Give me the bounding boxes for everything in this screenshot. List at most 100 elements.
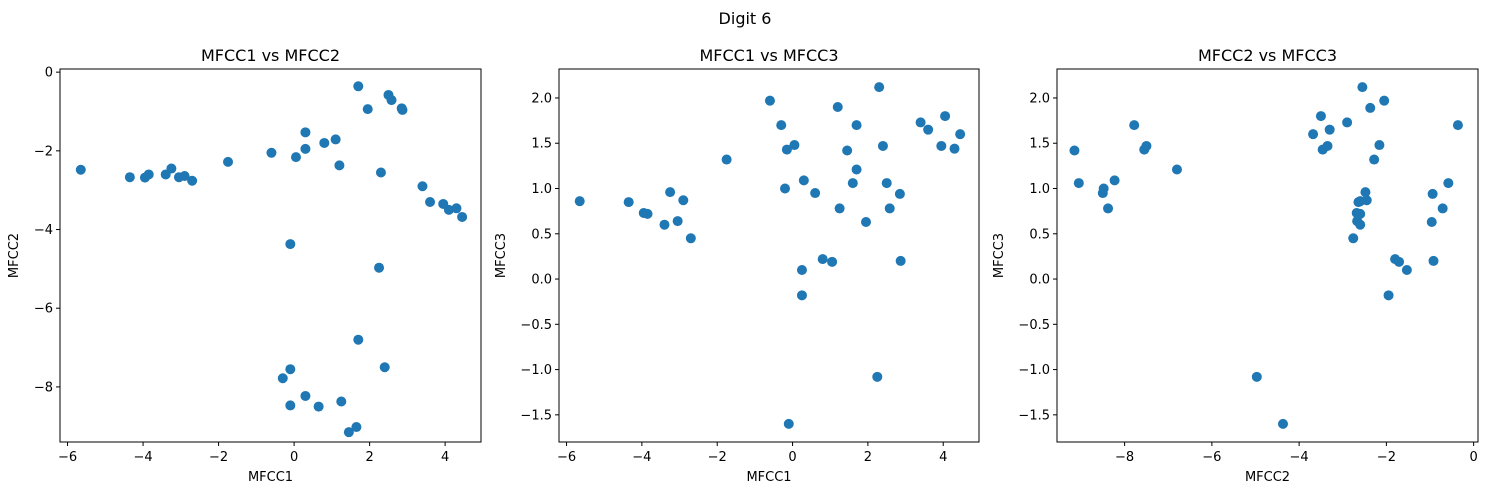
data-point xyxy=(955,129,966,140)
data-point xyxy=(313,401,324,412)
y-tick-label: 0 xyxy=(45,66,53,81)
data-point xyxy=(851,120,862,131)
subplot-3: MFCC2 vs MFCC3 −8 −6 −4 −2 0 −1.5 −1.0 −0.5 0.0 0.… xyxy=(992,46,1479,485)
data-point xyxy=(379,362,390,373)
data-point xyxy=(124,172,135,183)
data-point xyxy=(721,154,732,165)
data-point xyxy=(827,256,838,267)
data-point xyxy=(851,164,862,175)
x-tick-label: −2 xyxy=(708,450,727,465)
data-point xyxy=(457,211,468,222)
data-point xyxy=(386,95,397,106)
data-point xyxy=(1394,256,1405,267)
data-point xyxy=(336,396,347,407)
data-point xyxy=(884,203,895,214)
data-point xyxy=(665,187,676,198)
data-point xyxy=(1342,117,1353,128)
data-point xyxy=(425,196,436,207)
y-axis-label: MFCC3 xyxy=(992,233,1007,278)
x-tick-label: −8 xyxy=(1115,450,1134,465)
data-point xyxy=(1401,264,1412,275)
x-tick-label: 0 xyxy=(788,450,796,465)
data-point xyxy=(1103,203,1114,214)
data-point xyxy=(796,290,807,301)
data-point xyxy=(334,160,345,171)
y-tick-label: −1.5 xyxy=(1018,408,1050,423)
x-axis-label: MFCC1 xyxy=(746,470,791,485)
scatter-points xyxy=(75,81,468,438)
y-tick-label: −0.5 xyxy=(520,318,552,333)
data-point xyxy=(375,167,386,178)
data-point xyxy=(374,262,385,273)
data-point xyxy=(1437,203,1448,214)
x-tick-label: −6 xyxy=(1202,450,1221,465)
data-point xyxy=(443,204,454,215)
data-point xyxy=(1355,208,1366,219)
data-point xyxy=(300,390,311,401)
data-point xyxy=(1383,290,1394,301)
y-tick-label: −1.0 xyxy=(520,363,552,378)
data-point xyxy=(1379,95,1390,106)
data-point xyxy=(949,143,960,154)
y-tick-label: −2 xyxy=(34,144,53,159)
data-point xyxy=(417,181,428,192)
data-point xyxy=(285,239,296,250)
data-point xyxy=(894,188,905,199)
data-point xyxy=(330,134,341,145)
data-point xyxy=(343,427,354,438)
data-point xyxy=(895,255,906,266)
data-point xyxy=(353,81,364,92)
data-point xyxy=(817,254,828,265)
x-tick-label: −4 xyxy=(632,450,651,465)
x-axis-label: MFCC1 xyxy=(248,470,293,485)
data-point xyxy=(300,143,311,154)
subplot-title: MFCC1 vs MFCC3 xyxy=(699,46,838,65)
data-point xyxy=(1452,120,1463,131)
data-point xyxy=(881,178,892,189)
data-point xyxy=(351,422,362,433)
data-point xyxy=(1109,175,1120,186)
subplot-1: MFCC1 vs MFCC2 −6 −4 −2 0 2 4 −8 −6 −4 −2 0 MFCC1 MFC… xyxy=(7,46,482,485)
y-tick-label: −6 xyxy=(34,302,53,317)
data-point xyxy=(796,264,807,275)
subplot-title: MFCC1 vs MFCC2 xyxy=(201,46,340,65)
y-tick-label: 2.0 xyxy=(1029,91,1050,106)
y-axis-label: MFCC3 xyxy=(494,233,509,278)
x-tick-label: 2 xyxy=(864,450,872,465)
x-tick-label: −4 xyxy=(133,450,152,465)
subplot-2: MFCC1 vs MFCC3 −6 −4 −2 0 2 4 −1.5 −1.0 −0.5 0.0 0.… xyxy=(494,46,980,485)
y-tick-label: −4 xyxy=(34,223,53,238)
x-tick-label: −4 xyxy=(1290,450,1309,465)
data-point xyxy=(685,233,696,244)
data-point xyxy=(810,188,821,199)
data-point xyxy=(166,163,177,174)
y-tick-label: 1.0 xyxy=(1029,182,1050,197)
scatter-points xyxy=(574,82,966,429)
data-point xyxy=(179,171,190,182)
y-tick-label: 0.0 xyxy=(1029,273,1050,288)
data-point xyxy=(1348,233,1359,244)
data-point xyxy=(834,203,845,214)
data-point xyxy=(1141,140,1152,151)
data-point xyxy=(781,144,792,155)
y-tick-label: −0.5 xyxy=(1018,318,1050,333)
y-axis-label: MFCC2 xyxy=(7,233,22,278)
x-tick-label: 2 xyxy=(365,450,373,465)
x-tick-label: 4 xyxy=(939,450,947,465)
y-tick-label: 0.5 xyxy=(531,227,552,242)
data-point xyxy=(872,371,883,382)
y-tick-label: 0.0 xyxy=(531,273,552,288)
data-point xyxy=(1426,217,1437,228)
data-point xyxy=(780,183,791,194)
data-point xyxy=(874,82,885,93)
data-point xyxy=(915,117,926,128)
data-point xyxy=(1129,120,1140,131)
y-tick-label: 2.0 xyxy=(531,91,552,106)
data-point xyxy=(1308,129,1319,140)
data-point xyxy=(1171,164,1182,175)
x-tick-label: −6 xyxy=(557,450,576,465)
data-point xyxy=(923,124,934,135)
data-point xyxy=(1322,140,1333,151)
data-point xyxy=(659,219,670,230)
data-point xyxy=(1374,140,1385,151)
